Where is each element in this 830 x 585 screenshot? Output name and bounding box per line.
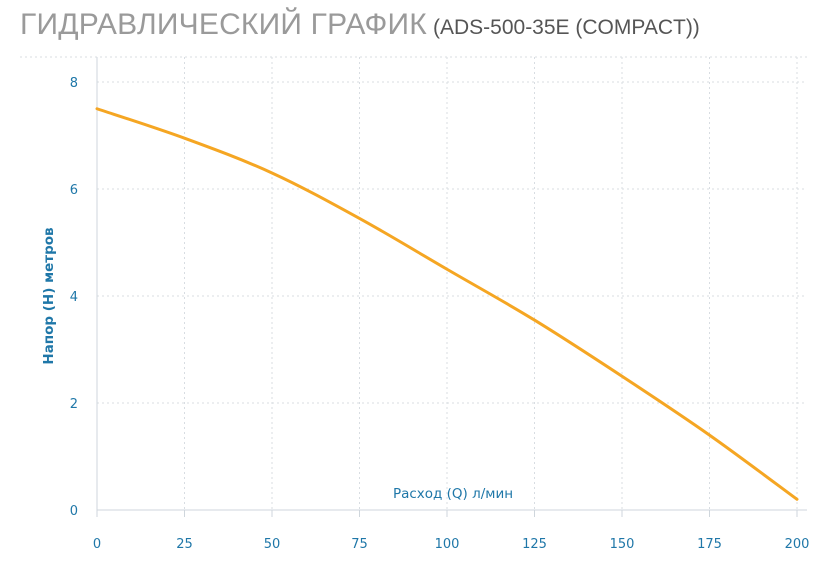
x-axis-label: Расход (Q) л/мин bbox=[393, 486, 513, 502]
y-tick-label: 4 bbox=[70, 290, 78, 305]
y-tick-label: 0 bbox=[70, 504, 78, 519]
chart-title: ГИДРАВЛИЧЕСКИЙ ГРАФИК (ADS-500-35E (COMPA… bbox=[20, 8, 700, 42]
head-curve bbox=[95, 107, 799, 501]
y-tick-labels: 0 2 4 6 8 bbox=[70, 76, 78, 519]
x-tick-label: 150 bbox=[610, 537, 635, 552]
axes bbox=[96, 57, 807, 517]
x-tick-label: 75 bbox=[351, 537, 368, 552]
y-tick-label: 8 bbox=[70, 76, 78, 91]
x-tick-label: 100 bbox=[435, 537, 460, 552]
x-tick-label: 125 bbox=[522, 537, 547, 552]
x-tick-label: 50 bbox=[264, 537, 281, 552]
x-tick-labels: 0 25 50 75 100 125 150 175 200 bbox=[93, 537, 810, 552]
x-tick-label: 25 bbox=[176, 537, 193, 552]
x-tick-label: 175 bbox=[697, 537, 722, 552]
x-tick-label: 0 bbox=[93, 537, 101, 552]
y-axis-label: Напор (H) метров bbox=[41, 227, 57, 364]
x-tick-label: 200 bbox=[785, 537, 810, 552]
y-tick-label: 6 bbox=[70, 183, 78, 198]
chart-title-main: ГИДРАВЛИЧЕСКИЙ ГРАФИК bbox=[20, 8, 427, 41]
chart-title-model: (ADS-500-35E (COMPACT)) bbox=[432, 16, 700, 39]
grid-lines bbox=[20, 56, 807, 510]
y-tick-label: 2 bbox=[70, 397, 78, 412]
